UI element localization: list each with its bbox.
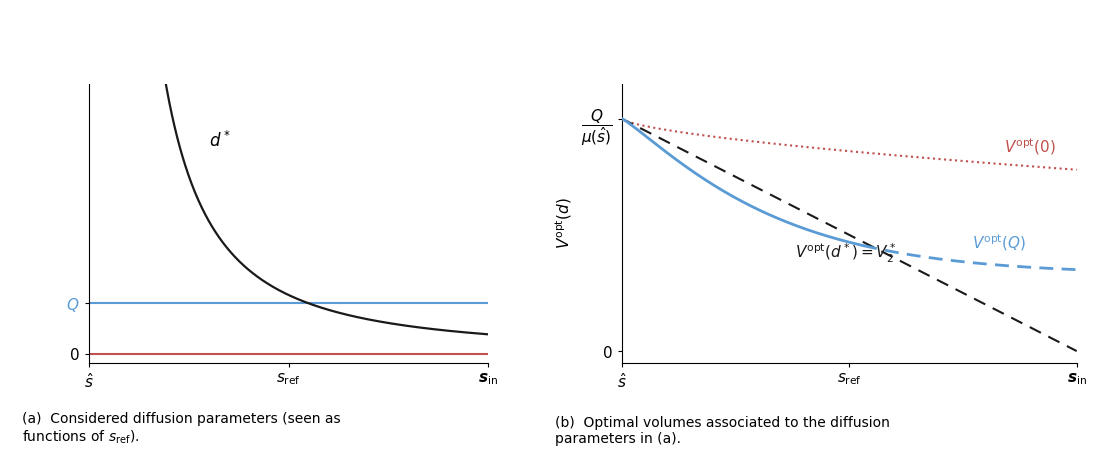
- Text: $d^*$: $d^*$: [209, 131, 231, 151]
- Text: $V^{\mathrm{opt}}(d^*) = V_2^*$: $V^{\mathrm{opt}}(d^*) = V_2^*$: [795, 242, 896, 265]
- Text: (a)  Considered diffusion parameters (seen as
functions of $s_{\mathrm{ref}}$).: (a) Considered diffusion parameters (see…: [22, 412, 341, 446]
- Text: (b)  Optimal volumes associated to the diffusion
parameters in (a).: (b) Optimal volumes associated to the di…: [555, 416, 890, 446]
- Text: $V^{\mathrm{opt}}(Q)$: $V^{\mathrm{opt}}(Q)$: [972, 232, 1026, 253]
- Text: $V^{\mathrm{opt}}(0)$: $V^{\mathrm{opt}}(0)$: [1003, 136, 1056, 157]
- Y-axis label: $V^{\mathrm{opt}}(d)$: $V^{\mathrm{opt}}(d)$: [553, 197, 574, 249]
